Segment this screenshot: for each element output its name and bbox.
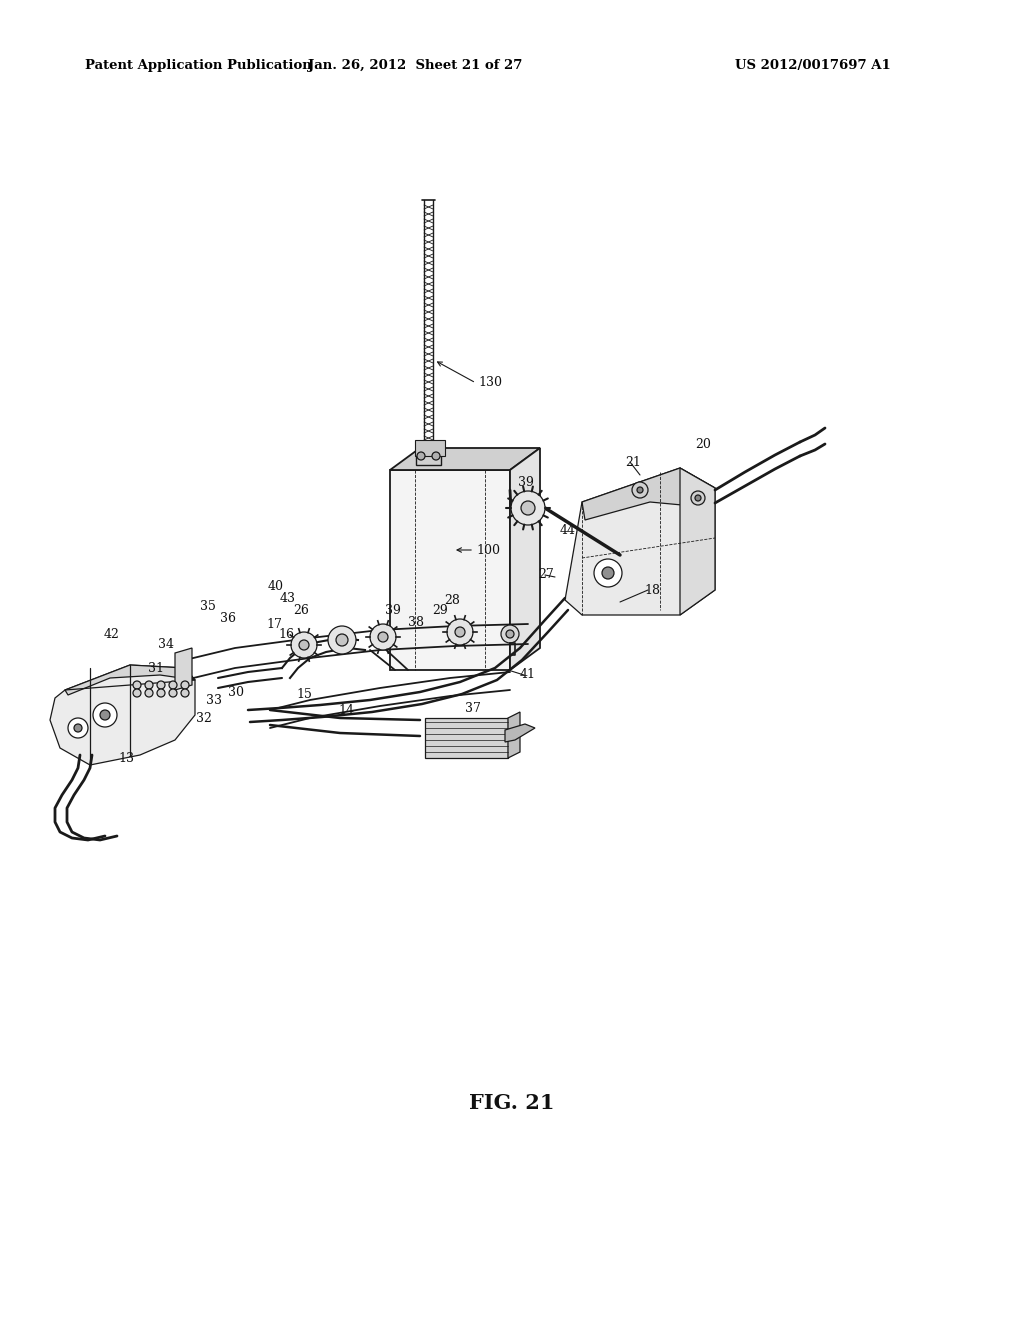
Circle shape <box>328 626 356 653</box>
Circle shape <box>501 624 519 643</box>
Polygon shape <box>50 665 195 766</box>
Text: 29: 29 <box>432 603 447 616</box>
Text: 39: 39 <box>385 603 400 616</box>
Circle shape <box>74 723 82 733</box>
Circle shape <box>432 451 440 459</box>
Circle shape <box>695 495 701 502</box>
Polygon shape <box>65 665 195 696</box>
Text: 42: 42 <box>104 627 120 640</box>
Circle shape <box>602 568 614 579</box>
Circle shape <box>521 502 535 515</box>
Polygon shape <box>508 711 520 758</box>
Circle shape <box>299 640 309 649</box>
Polygon shape <box>175 648 193 690</box>
Text: 18: 18 <box>644 583 660 597</box>
Circle shape <box>417 451 425 459</box>
Text: 39: 39 <box>518 475 534 488</box>
Circle shape <box>511 491 545 525</box>
Circle shape <box>447 619 473 645</box>
Circle shape <box>181 689 189 697</box>
Polygon shape <box>390 447 540 470</box>
Text: 20: 20 <box>695 438 711 451</box>
Text: 16: 16 <box>278 628 294 642</box>
Polygon shape <box>416 447 441 465</box>
Text: Jan. 26, 2012  Sheet 21 of 27: Jan. 26, 2012 Sheet 21 of 27 <box>308 58 522 71</box>
Text: 30: 30 <box>228 685 244 698</box>
Polygon shape <box>680 469 715 615</box>
Circle shape <box>632 482 648 498</box>
Circle shape <box>68 718 88 738</box>
Circle shape <box>93 704 117 727</box>
Text: 15: 15 <box>296 689 312 701</box>
Polygon shape <box>425 718 508 758</box>
Circle shape <box>145 681 153 689</box>
Text: 33: 33 <box>206 693 222 706</box>
Text: 26: 26 <box>293 603 309 616</box>
Text: 34: 34 <box>158 639 174 652</box>
Text: 32: 32 <box>196 711 212 725</box>
Text: US 2012/0017697 A1: US 2012/0017697 A1 <box>735 58 891 71</box>
Circle shape <box>100 710 110 719</box>
Text: FIG. 21: FIG. 21 <box>469 1093 555 1113</box>
Circle shape <box>455 627 465 638</box>
Circle shape <box>594 558 622 587</box>
Polygon shape <box>415 440 445 455</box>
Text: 35: 35 <box>200 601 216 614</box>
Circle shape <box>336 634 348 645</box>
Text: 28: 28 <box>444 594 460 606</box>
Text: 130: 130 <box>478 376 502 389</box>
Polygon shape <box>510 447 540 671</box>
Circle shape <box>637 487 643 492</box>
Text: 41: 41 <box>520 668 536 681</box>
Text: 100: 100 <box>476 544 500 557</box>
Text: 31: 31 <box>148 661 164 675</box>
Polygon shape <box>505 723 535 742</box>
Polygon shape <box>390 470 510 671</box>
Circle shape <box>157 689 165 697</box>
Circle shape <box>691 491 705 506</box>
Text: 17: 17 <box>266 618 282 631</box>
Circle shape <box>133 681 141 689</box>
Text: 36: 36 <box>220 611 236 624</box>
Text: 14: 14 <box>338 704 354 717</box>
Text: 43: 43 <box>280 591 296 605</box>
Circle shape <box>145 689 153 697</box>
Circle shape <box>506 630 514 638</box>
Circle shape <box>169 681 177 689</box>
Circle shape <box>157 681 165 689</box>
Text: 40: 40 <box>268 579 284 593</box>
Circle shape <box>133 689 141 697</box>
Text: 21: 21 <box>625 455 641 469</box>
Circle shape <box>181 681 189 689</box>
Text: 44: 44 <box>560 524 575 536</box>
Text: Patent Application Publication: Patent Application Publication <box>85 58 311 71</box>
Text: 27: 27 <box>538 569 554 582</box>
Circle shape <box>291 632 317 657</box>
Text: 37: 37 <box>465 701 481 714</box>
Text: 13: 13 <box>118 751 134 764</box>
Text: 38: 38 <box>408 615 424 628</box>
Polygon shape <box>565 469 715 615</box>
Polygon shape <box>582 469 715 520</box>
Circle shape <box>169 689 177 697</box>
Circle shape <box>378 632 388 642</box>
Circle shape <box>370 624 396 649</box>
